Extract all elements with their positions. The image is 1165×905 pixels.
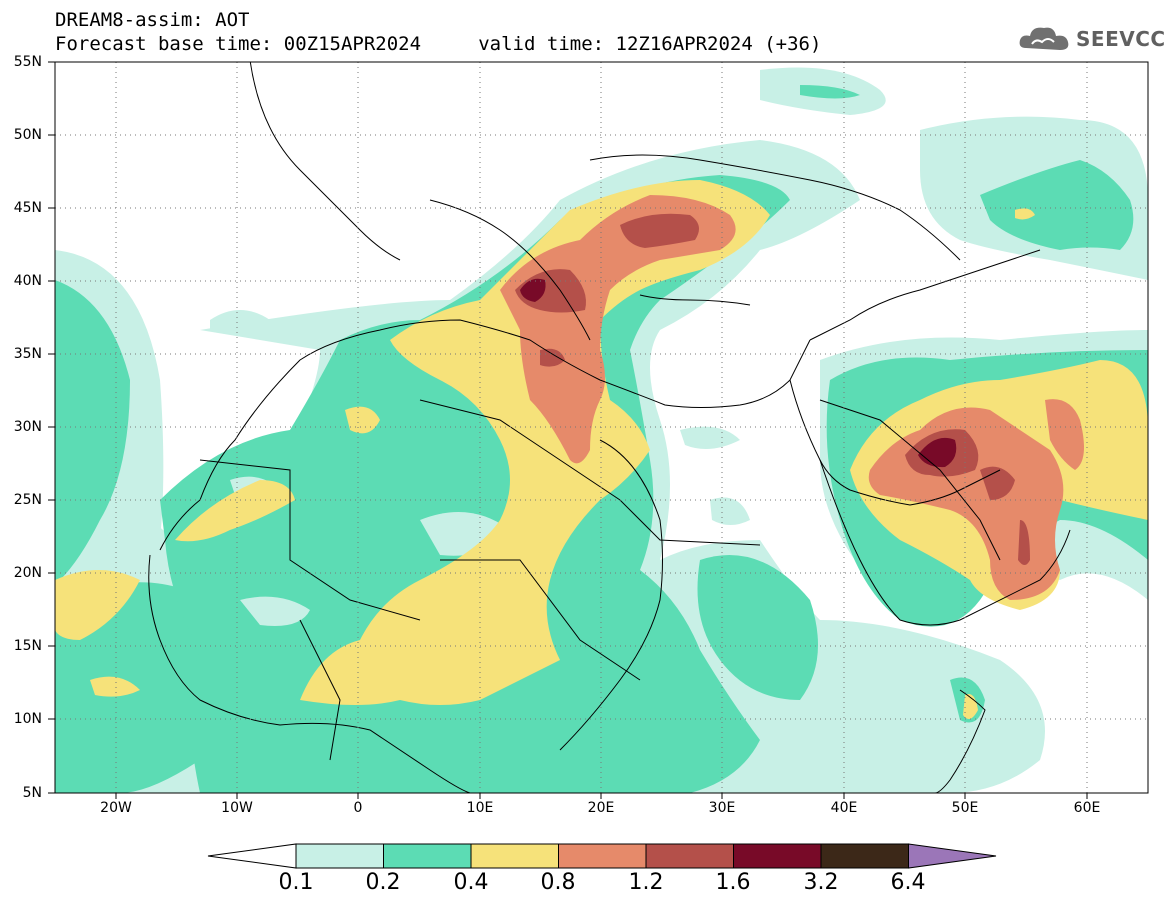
colorbar-swatch-3.2 xyxy=(820,843,909,869)
colorbar-swatch-0.2 xyxy=(383,843,472,869)
colorbar-label-0.2: 0.2 xyxy=(365,870,401,895)
lat-label-55n: 55N xyxy=(13,54,42,70)
lon-label-10e: 10E xyxy=(466,800,494,816)
lon-label-40e: 40E xyxy=(830,800,858,816)
lon-label-0: 0 xyxy=(353,800,363,816)
map-title: DREAM8-assim: AOT xyxy=(55,9,250,31)
colorbar-label-0.1: 0.1 xyxy=(278,870,314,895)
lon-label-10w: 10W xyxy=(221,800,253,816)
colorbar-label-1.2: 1.2 xyxy=(628,870,664,895)
colorbar-label-3.2: 3.2 xyxy=(803,870,839,895)
colorbar-label-0.4: 0.4 xyxy=(453,870,489,895)
colorbar-under-triangle xyxy=(207,843,297,869)
colorbar-over-triangle xyxy=(908,843,997,869)
lat-label-40n: 40N xyxy=(13,273,42,289)
lon-label-50e: 50E xyxy=(951,800,979,816)
lon-label-60e: 60E xyxy=(1073,800,1101,816)
lat-label-30n: 30N xyxy=(13,419,42,435)
lat-label-45n: 45N xyxy=(13,200,42,216)
cloud-icon xyxy=(1019,27,1069,50)
colorbar-label-6.4: 6.4 xyxy=(890,870,926,895)
lat-label-20n: 20N xyxy=(13,565,42,581)
coastlines xyxy=(148,62,1071,793)
lat-label-5n: 5N xyxy=(22,785,42,801)
lat-label-25n: 25N xyxy=(13,492,42,508)
lon-label-30e: 30E xyxy=(708,800,736,816)
colorbar-swatch-0.4 xyxy=(470,843,559,869)
lon-label-20w: 20W xyxy=(100,800,132,816)
axis-ticks xyxy=(48,61,1088,799)
lat-label-50n: 50N xyxy=(13,127,42,143)
colorbar-swatch-0.8 xyxy=(558,843,647,869)
lat-label-10n: 10N xyxy=(13,711,42,727)
colorbar xyxy=(207,843,997,869)
colorbar-label-1.6: 1.6 xyxy=(715,870,751,895)
map-grid xyxy=(55,62,1148,793)
colorbar-swatch-1.2 xyxy=(645,843,734,869)
colorbar-swatch-0.1 xyxy=(295,843,384,869)
colorbar-label-0.8: 0.8 xyxy=(540,870,576,895)
lat-label-35n: 35N xyxy=(13,346,42,362)
colorbar-swatch-1.6 xyxy=(733,843,822,869)
lon-label-20e: 20E xyxy=(587,800,615,816)
lat-label-15n: 15N xyxy=(13,638,42,654)
forecast-time-subtitle: Forecast base time: 00Z15APR2024 valid t… xyxy=(55,33,822,55)
logo-text: SEEVCCC xyxy=(1076,27,1165,51)
seevccc-logo: SEEVCCC xyxy=(1018,24,1165,54)
